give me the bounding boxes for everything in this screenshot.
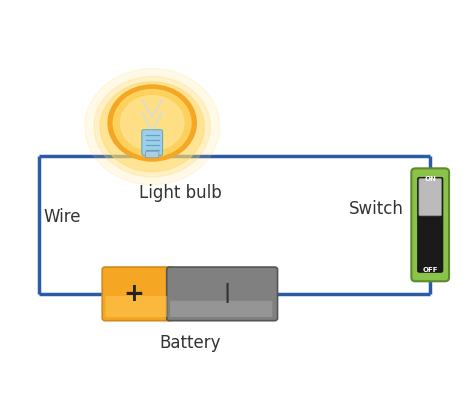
Circle shape [100, 82, 204, 172]
Text: Switch: Switch [349, 200, 404, 218]
Circle shape [113, 90, 191, 157]
FancyBboxPatch shape [411, 169, 449, 281]
FancyBboxPatch shape [146, 151, 159, 158]
Circle shape [94, 76, 210, 177]
Circle shape [120, 96, 184, 151]
Text: Wire: Wire [44, 208, 82, 226]
FancyBboxPatch shape [419, 178, 441, 216]
Text: |: | [224, 283, 231, 303]
Text: +: + [124, 282, 145, 306]
Text: Battery: Battery [159, 335, 220, 353]
FancyBboxPatch shape [102, 267, 173, 321]
FancyBboxPatch shape [142, 130, 163, 155]
Text: OFF: OFF [422, 267, 438, 273]
FancyBboxPatch shape [106, 296, 167, 317]
FancyBboxPatch shape [418, 177, 443, 272]
FancyBboxPatch shape [170, 301, 273, 317]
Text: ON: ON [424, 176, 436, 182]
Circle shape [85, 69, 219, 185]
Text: Light bulb: Light bulb [139, 184, 222, 202]
Circle shape [108, 85, 196, 161]
FancyBboxPatch shape [167, 267, 277, 321]
